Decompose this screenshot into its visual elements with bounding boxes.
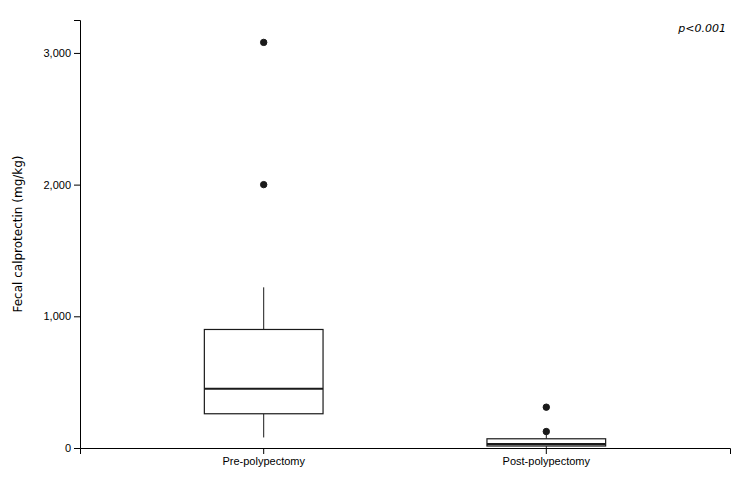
x-axis-line xyxy=(81,449,731,455)
box xyxy=(204,329,323,413)
y-tick: 1,000 xyxy=(43,310,80,322)
y-tick-mark xyxy=(74,185,80,186)
x-tick: Post-polypectomy xyxy=(503,448,591,467)
y-axis: 0 1,000 2,000 3,000 xyxy=(43,21,80,455)
y-axis-title: Fecal calprotectin (mg/kg) xyxy=(11,155,25,312)
box-group xyxy=(487,404,606,448)
outlier xyxy=(543,428,549,434)
x-tick-mark xyxy=(263,448,264,454)
x-tick-label: Post-polypectomy xyxy=(503,455,591,467)
outlier xyxy=(260,39,266,45)
median xyxy=(487,443,606,445)
outlier xyxy=(543,404,549,410)
plot: 0 1,000 2,000 3,000 Pre-polypectomy Post-poly… xyxy=(43,21,730,467)
y-tick-label: 0 xyxy=(65,442,71,454)
y-tick: 0 xyxy=(65,442,80,454)
y-tick-label: 1,000 xyxy=(43,310,71,322)
y-tick: 3,000 xyxy=(43,47,80,59)
median xyxy=(204,388,323,390)
y-tick-mark xyxy=(74,448,80,449)
box-group xyxy=(204,39,323,437)
x-tick-label: Pre-polypectomy xyxy=(222,455,305,467)
y-tick-mark xyxy=(74,53,80,54)
whisker-high xyxy=(263,287,264,329)
annotation: p<0.001 xyxy=(677,22,726,35)
y-tick-label: 3,000 xyxy=(43,47,71,59)
outlier xyxy=(260,181,266,187)
y-tick-mark xyxy=(74,316,80,317)
x-axis: Pre-polypectomy Post-polypectomy xyxy=(81,448,731,467)
x-tick-mark xyxy=(546,448,547,454)
y-tick: 2,000 xyxy=(43,179,80,191)
chart: 0 1,000 2,000 3,000 Pre-polypectomy Post-poly… xyxy=(0,0,750,488)
box xyxy=(487,439,606,446)
x-tick: Pre-polypectomy xyxy=(222,448,305,467)
y-tick-label: 2,000 xyxy=(43,179,71,191)
y-axis-line xyxy=(74,21,81,449)
whisker-low xyxy=(263,414,264,438)
marks xyxy=(204,39,605,448)
